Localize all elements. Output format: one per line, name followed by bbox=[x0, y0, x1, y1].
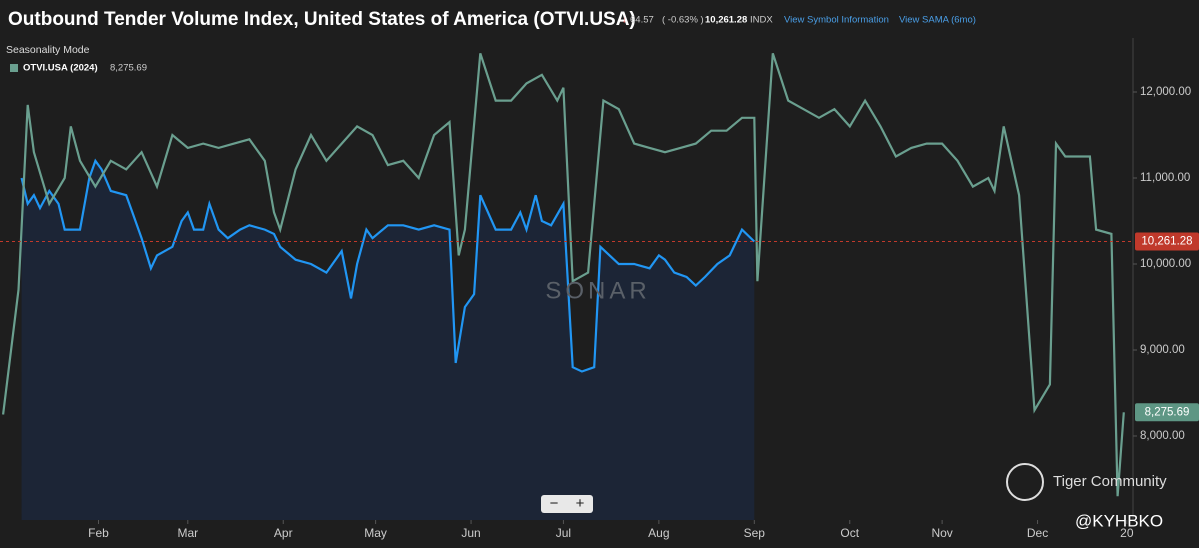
price-badge bbox=[1135, 403, 1199, 422]
x-tick-label: Apr bbox=[274, 526, 293, 540]
line bbox=[2, 52, 1125, 497]
change: 64.57 bbox=[630, 15, 654, 26]
x-tick-label: Aug bbox=[648, 526, 669, 540]
zoom-bar bbox=[541, 495, 593, 513]
logo bbox=[1006, 463, 1044, 501]
unit: INDX bbox=[750, 15, 773, 26]
link[interactable]: View SAMA (6mo) bbox=[899, 15, 976, 26]
x-tick-label: Nov bbox=[931, 526, 952, 540]
x-tick-label: Dec bbox=[1027, 526, 1048, 540]
watermark: @KYHBKO bbox=[1075, 511, 1163, 530]
zoom-out[interactable]: − bbox=[550, 495, 559, 512]
line bbox=[20, 158, 756, 373]
mode-label[interactable]: Seasonality Mode bbox=[6, 44, 90, 56]
x-tick-label: Feb bbox=[88, 526, 109, 540]
watermark: Tiger Community bbox=[1053, 473, 1167, 490]
legend-value: 8,275.69 bbox=[110, 63, 147, 74]
x-tick-label: Jul bbox=[556, 526, 571, 540]
watermark: SONAR bbox=[545, 277, 650, 304]
y-tick-label: 10,000.00 bbox=[1140, 258, 1191, 270]
last-value: 10,261.28 bbox=[705, 15, 747, 26]
x-tick-label: May bbox=[364, 526, 387, 540]
chart-title: Outbound Tender Volume Index, United Sta… bbox=[8, 9, 636, 30]
price-badge bbox=[1135, 232, 1199, 251]
x-tick-label: Jun bbox=[461, 526, 480, 540]
y-tick-label: 12,000.00 bbox=[1140, 86, 1191, 98]
x-tick-label: Mar bbox=[177, 526, 198, 540]
y-tick-label: 8,000.00 bbox=[1140, 430, 1185, 442]
price-badge-label: 8,275.69 bbox=[1145, 406, 1190, 418]
down-arrow: ↓ bbox=[622, 14, 627, 24]
area bbox=[21, 160, 755, 521]
y-tick-label: 9,000.00 bbox=[1140, 344, 1185, 356]
link[interactable]: View Symbol Information bbox=[784, 15, 889, 26]
y-tick-label: 11,000.00 bbox=[1140, 172, 1190, 184]
x-tick-label: Sep bbox=[744, 526, 766, 540]
x-tick-label: 20 bbox=[1120, 526, 1134, 540]
zoom-in[interactable]: + bbox=[576, 495, 585, 512]
legend-label: OTVI.USA (2024) bbox=[23, 63, 98, 74]
legend-swatch bbox=[10, 64, 18, 72]
change-pct: ( -0.63% ) bbox=[662, 15, 704, 26]
x-tick-label: Oct bbox=[840, 526, 859, 540]
price-badge-label: 10,261.28 bbox=[1141, 236, 1192, 248]
